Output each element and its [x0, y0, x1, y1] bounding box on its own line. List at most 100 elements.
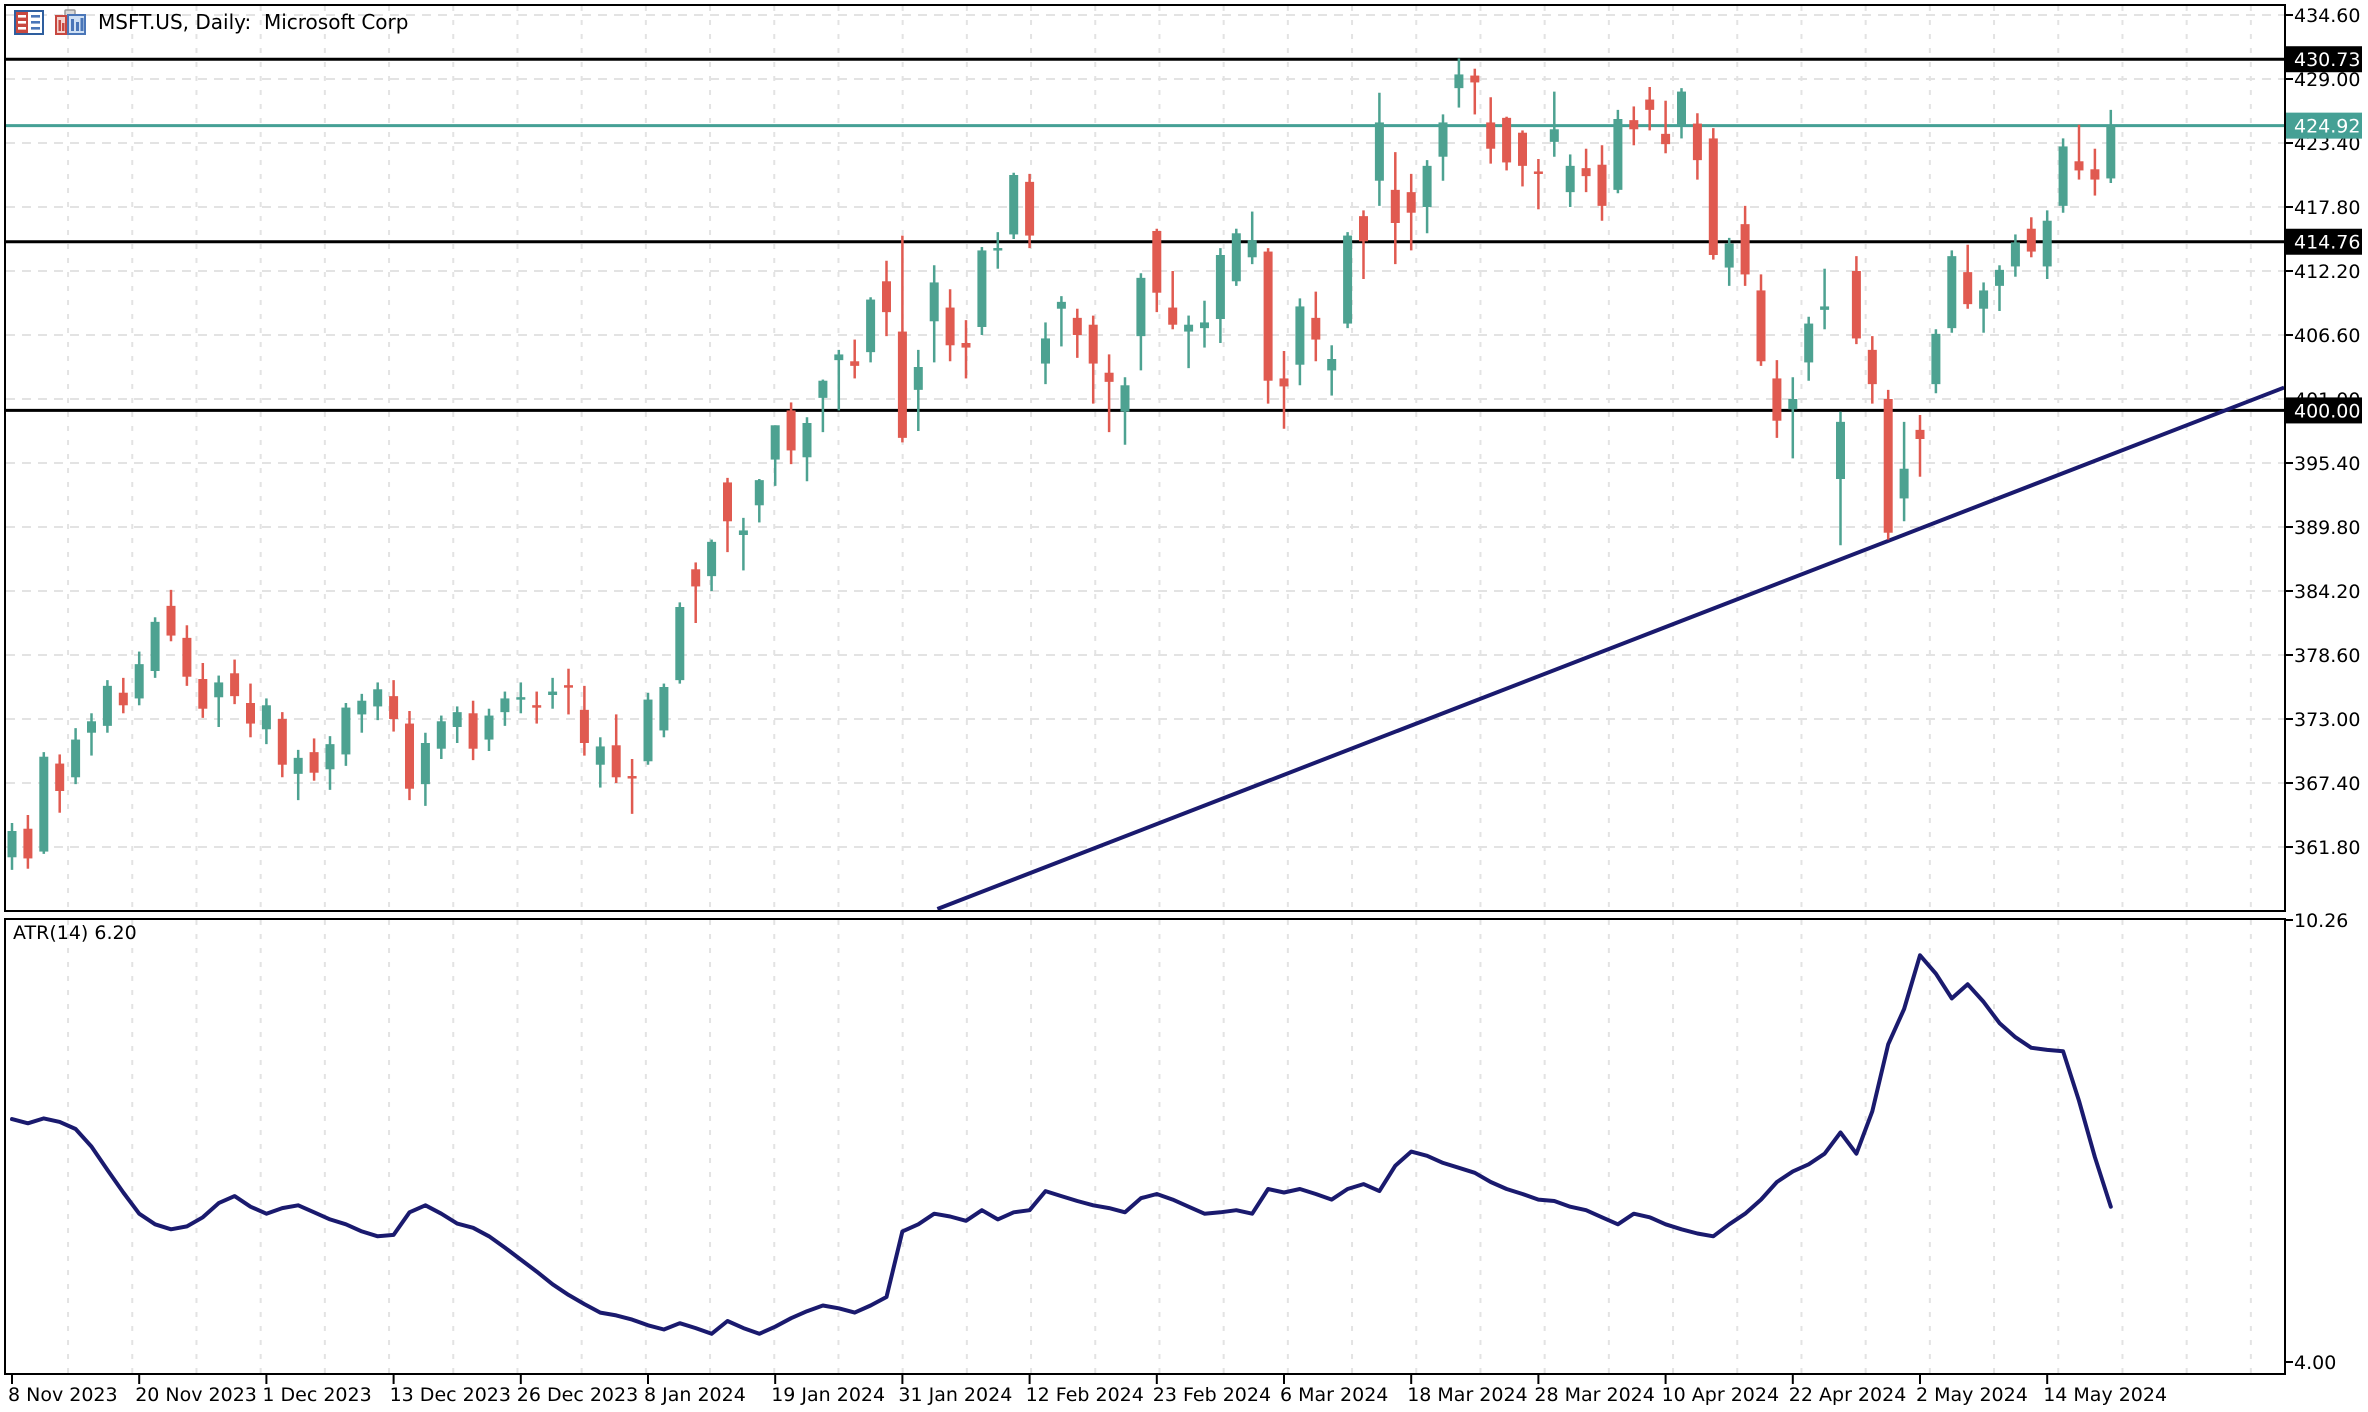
date-tick-label: 8 Nov 2023	[8, 1384, 118, 1406]
bull-candle	[834, 354, 844, 361]
bull-candle	[1120, 385, 1130, 412]
svg-text:430.73: 430.73	[2294, 49, 2360, 71]
bear-candle	[1502, 117, 1512, 163]
bull-candle	[1454, 74, 1464, 89]
bull-candle	[293, 757, 303, 774]
price-tick-label: 434.60	[2294, 5, 2360, 27]
bull-candle	[802, 423, 812, 458]
bull-candle	[325, 744, 335, 770]
bear-candle	[1533, 171, 1543, 174]
chart-windows-icon[interactable]	[54, 8, 88, 36]
bull-candle	[7, 831, 17, 858]
bull-candle	[1295, 306, 1305, 365]
bear-candle	[1756, 290, 1766, 362]
date-axis[interactable]: 8 Nov 2023 20 Nov 2023 1 Dec 2023 13 Dec 20…	[8, 1375, 2167, 1406]
bear-candle	[1645, 99, 1655, 110]
bull-candle	[261, 705, 271, 730]
bull-candle	[516, 697, 526, 700]
bull-candle	[420, 743, 430, 785]
level-price-badge: 400.00	[2286, 397, 2362, 424]
date-tick-label: 8 Jan 2024	[644, 1384, 746, 1406]
price-tick-label: 367.40	[2294, 773, 2360, 795]
price-axis[interactable]: 434.60429.00423.40417.80412.20406.60401.…	[2285, 5, 2362, 859]
bear-candle	[1661, 133, 1671, 145]
bear-candle	[1168, 307, 1178, 325]
bear-candle	[309, 752, 319, 773]
bear-candle	[882, 281, 891, 313]
bear-candle	[1359, 216, 1368, 242]
bear-candle	[961, 343, 971, 348]
bull-candle	[1677, 91, 1686, 125]
bull-candle	[1215, 255, 1225, 319]
bear-candle	[1486, 122, 1496, 149]
bear-candle	[579, 709, 589, 743]
bull-candle	[1327, 359, 1337, 371]
bull-candle	[1947, 256, 1957, 329]
bull-candle	[643, 699, 653, 762]
chart-title-row: MSFT.US, Daily: Microsoft Corp	[14, 8, 408, 36]
bull-candle	[39, 756, 49, 852]
bull-candle	[484, 715, 494, 740]
bear-candle	[786, 410, 796, 451]
grid-lines	[6, 6, 2284, 1373]
bear-candle	[1104, 372, 1114, 382]
bull-candle	[1422, 165, 1432, 207]
bull-candle	[87, 721, 96, 733]
bear-candle	[850, 361, 860, 366]
price-tick-label: 412.20	[2294, 261, 2360, 283]
bull-candle	[1549, 129, 1559, 142]
bear-candle	[2074, 161, 2084, 171]
bear-candle	[198, 679, 208, 709]
bull-candle	[738, 530, 748, 535]
date-tick-label: 28 Mar 2024	[1534, 1384, 1654, 1406]
bear-candle	[1692, 123, 1702, 161]
bull-candle	[150, 621, 160, 671]
bull-candle	[770, 425, 780, 460]
atr-panel-border	[4, 918, 2286, 1375]
bull-candle	[436, 721, 446, 749]
bear-candle	[55, 763, 65, 791]
bear-candle	[691, 569, 701, 587]
bear-candle	[1152, 231, 1162, 293]
bear-candle	[1406, 192, 1416, 213]
price-tick-label: 429.00	[2294, 69, 2360, 91]
bull-candle	[71, 739, 81, 778]
date-tick-label: 26 Dec 2023	[517, 1384, 638, 1406]
quotes-list-icon[interactable]	[14, 9, 44, 35]
bull-candle	[1231, 233, 1241, 282]
bear-candle	[1025, 181, 1035, 236]
current-price-badge: 424.92	[2286, 112, 2362, 139]
date-tick-label: 19 Jan 2024	[771, 1384, 885, 1406]
bull-candle	[1613, 119, 1623, 190]
bear-candle	[611, 745, 621, 778]
date-tick-label: 13 Dec 2023	[390, 1384, 511, 1406]
price-tick-label: 361.80	[2294, 837, 2360, 859]
candles	[7, 58, 2116, 870]
date-tick-label: 31 Jan 2024	[898, 1384, 1012, 1406]
bull-candle	[1184, 324, 1194, 332]
atr-line	[10, 953, 2113, 1336]
price-tick-label: 389.80	[2294, 517, 2360, 539]
bull-candle	[1979, 290, 1989, 309]
bull-candle	[373, 689, 383, 707]
date-tick-label: 14 May 2024	[2043, 1384, 2167, 1406]
date-tick-label: 12 Feb 2024	[1026, 1384, 1144, 1406]
price-tick-label: 395.40	[2294, 453, 2360, 475]
bear-candle	[23, 828, 33, 859]
bull-candle	[357, 700, 367, 715]
panel-borders	[4, 4, 2286, 1375]
bull-candle	[754, 480, 764, 506]
atr-axis[interactable]: 10.26 4.00	[2285, 910, 2348, 1374]
bull-candle	[214, 682, 224, 698]
bull-candle	[1931, 333, 1941, 385]
bull-candle	[1136, 277, 1146, 337]
level-price-badge: 414.76	[2286, 228, 2362, 255]
bear-candle	[1311, 317, 1321, 340]
bear-candle	[1740, 224, 1750, 275]
bull-candle	[866, 299, 876, 353]
chart-title: MSFT.US, Daily: Microsoft Corp	[98, 10, 409, 34]
bull-candle	[102, 685, 112, 726]
bull-candle	[1565, 165, 1575, 193]
price-tick-label: 406.60	[2294, 325, 2360, 347]
